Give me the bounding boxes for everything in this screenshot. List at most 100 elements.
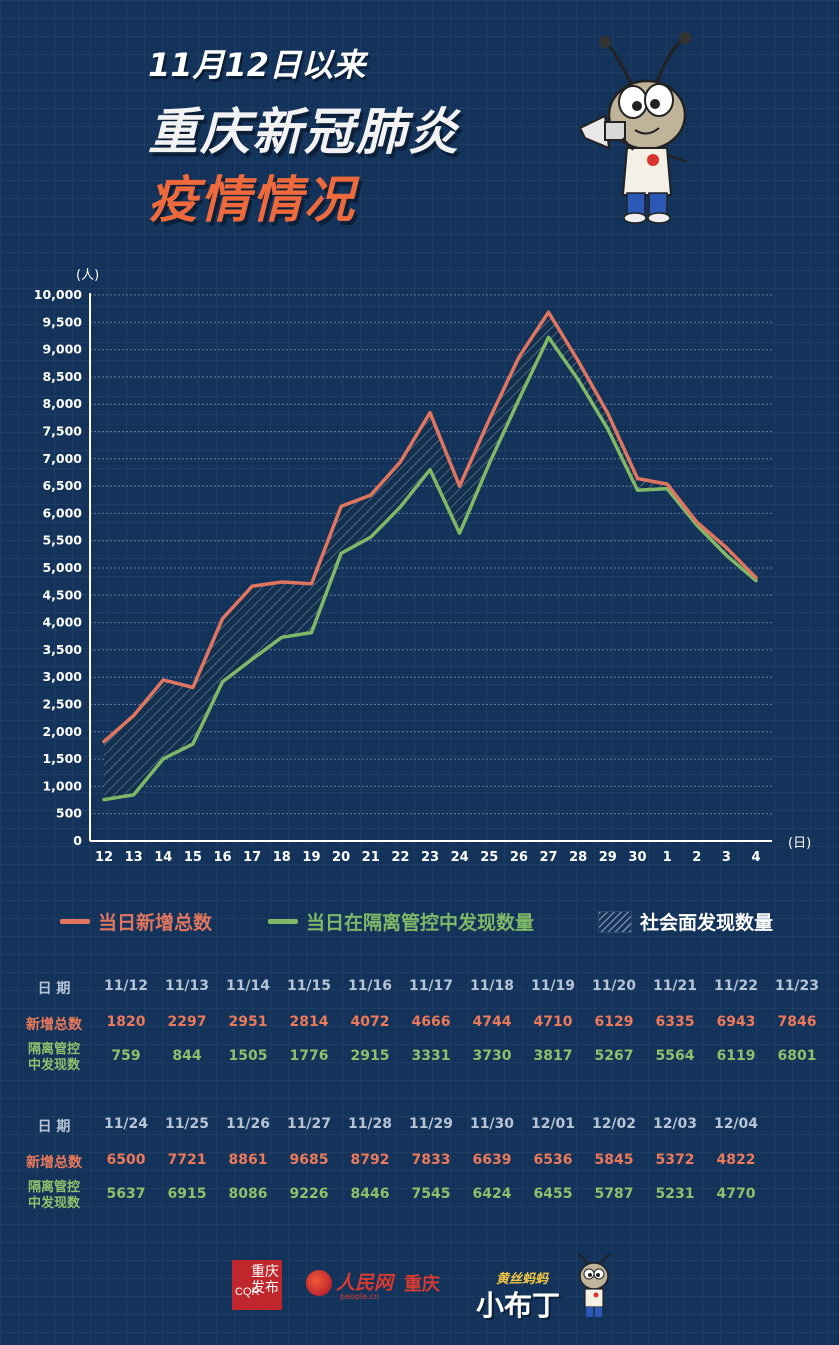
xiaobuding-logo: 黄丝蚂蚂 小布丁 (470, 1254, 620, 1324)
x-tick-label: 14 (154, 850, 172, 865)
x-tick-label: 3 (722, 850, 731, 865)
x-tick-label: 25 (480, 850, 498, 865)
table-isolated-cell: 8446 (350, 1186, 390, 1202)
table-total-cell: 2951 (228, 1014, 268, 1030)
table-total-cell: 1820 (106, 1014, 146, 1030)
data-table-block-1: 日 期 新增总数 隔离管控 中发现数 11/12 11/13 11/14 11/15 1… (0, 978, 839, 1078)
y-tick-label: 4,500 (42, 587, 82, 602)
table-isolated-cell: 5787 (594, 1186, 634, 1202)
table-isolated-cell: 3331 (411, 1048, 451, 1064)
row-label-total: 新增总数 (26, 1017, 82, 1033)
table-isolated-cell: 3730 (472, 1048, 512, 1064)
table-isolated-cell: 5637 (106, 1186, 146, 1202)
legend-label-total: 当日新增总数 (98, 912, 213, 934)
table-total-cell: 6129 (594, 1014, 634, 1030)
row-label-isolated: 隔离管控 中发现数 (20, 1042, 88, 1074)
y-tick-label: 4,000 (42, 615, 82, 630)
legend-label-isolated: 当日在隔离管控中发现数量 (306, 912, 535, 934)
row-label-date: 日 期 (37, 1119, 71, 1135)
y-tick-label: 9,000 (42, 342, 82, 357)
table-date-cell: 12/02 (591, 1116, 637, 1132)
x-tick-label: 2 (692, 850, 701, 865)
table-date-cell: 11/29 (408, 1116, 454, 1132)
x-tick-label: 12 (95, 850, 113, 865)
table-total-cell: 5372 (655, 1152, 695, 1168)
table-date-cell: 11/13 (164, 978, 210, 994)
x-tick-label: 30 (628, 850, 646, 865)
chart-legend: 当日新增总数 当日在隔离管控中发现数量 社会面发现数量 (0, 908, 839, 938)
table-total-cell: 6335 (655, 1014, 695, 1030)
y-tick-label: 3,500 (42, 642, 82, 657)
table-date-cell: 11/16 (347, 978, 393, 994)
table-isolated-cell: 5564 (655, 1048, 695, 1064)
xiaobuding-logo-big: 小布丁 (476, 1289, 561, 1322)
table-date-cell: 11/26 (225, 1116, 271, 1132)
table-total-cell: 6943 (716, 1014, 756, 1030)
community-area (104, 312, 756, 800)
y-tick-label: 10,000 (34, 287, 83, 302)
table-isolated-cell: 5267 (594, 1048, 634, 1064)
table-isolated-cell: 6424 (472, 1186, 512, 1202)
legend-swatch-community (598, 910, 632, 933)
table-isolated-cell: 5231 (655, 1186, 695, 1202)
line-chart: 0 500 1,000 1,500 2,000 2,500 3,000 3,500 4,000 4… (34, 268, 811, 865)
table-date-cell: 11/21 (652, 978, 698, 994)
y-tick-label: 500 (56, 806, 82, 821)
y-tick-label: 1,500 (42, 751, 82, 766)
x-tick-label: 17 (243, 850, 261, 865)
table-total-cell: 2297 (167, 1014, 207, 1030)
table-total-cell: 6639 (472, 1152, 512, 1168)
table-total-cell: 7721 (167, 1152, 207, 1168)
table-total-cell: 4666 (411, 1014, 451, 1030)
y-tick-label: 3,000 (42, 669, 82, 684)
table-date-cell: 11/20 (591, 978, 637, 994)
table-total-cell: 8861 (228, 1152, 268, 1168)
mascot-illustration (578, 32, 691, 224)
y-tick-label: 6,000 (42, 505, 82, 520)
x-tick-label: 24 (451, 850, 469, 865)
x-tick-label: 15 (184, 850, 202, 865)
y-tick-label: 8,500 (42, 369, 82, 384)
x-axis-unit-label: (日) (788, 836, 811, 851)
legend-item-community: 社会面发现数量 (598, 908, 773, 935)
table-total-cell: 4744 (472, 1014, 512, 1030)
y-tick-label: 2,500 (42, 697, 82, 712)
y-tick-label: 9,500 (42, 314, 82, 329)
people-daily-logo-url: people.cn (340, 1292, 380, 1301)
row-label-isolated-line2: 中发现数 (27, 1058, 80, 1073)
x-tick-label: 28 (569, 850, 587, 865)
table-isolated-cell: 9226 (289, 1186, 329, 1202)
table-total-cell: 9685 (289, 1152, 329, 1168)
table-isolated-cell: 4770 (716, 1186, 756, 1202)
x-tick-label: 27 (539, 850, 557, 865)
table-isolated-cell: 1505 (228, 1048, 268, 1064)
people-daily-logo: 人民网 people.cn 重庆 (306, 1268, 456, 1308)
table-total-cell: 7846 (777, 1014, 817, 1030)
table-date-cell: 12/03 (652, 1116, 698, 1132)
y-axis-unit-label: (人) (76, 268, 99, 283)
cq-release-logo-small: CQR (235, 1286, 260, 1298)
legend-label-community: 社会面发现数量 (640, 912, 774, 934)
xiaobuding-logo-small: 黄丝蚂蚂 (496, 1272, 549, 1287)
people-daily-logo-city: 重庆 (404, 1274, 440, 1295)
table-date-cell: 11/28 (347, 1116, 393, 1132)
legend-swatch-total (60, 919, 90, 924)
x-tick-label: 16 (213, 850, 231, 865)
row-label-isolated-line2: 中发现数 (27, 1196, 80, 1211)
table-isolated-cell: 3817 (533, 1048, 573, 1064)
table-date-cell: 12/04 (713, 1116, 759, 1132)
x-tick-label: 19 (302, 850, 320, 865)
table-date-cell: 11/15 (286, 978, 332, 994)
table-isolated-cell: 8086 (228, 1186, 268, 1202)
y-tick-label: 1,000 (42, 778, 82, 793)
x-tick-label: 26 (510, 850, 528, 865)
row-label-isolated: 隔离管控 中发现数 (20, 1180, 88, 1212)
table-isolated-cell: 2915 (350, 1048, 390, 1064)
table-date-cell: 11/23 (774, 978, 820, 994)
y-tick-label: 5,000 (42, 560, 82, 575)
x-tick-label: 29 (599, 850, 617, 865)
table-total-cell: 4072 (350, 1014, 390, 1030)
y-tick-label: 6,500 (42, 478, 82, 493)
table-isolated-cell: 6801 (777, 1048, 817, 1064)
table-total-cell: 4822 (716, 1152, 756, 1168)
